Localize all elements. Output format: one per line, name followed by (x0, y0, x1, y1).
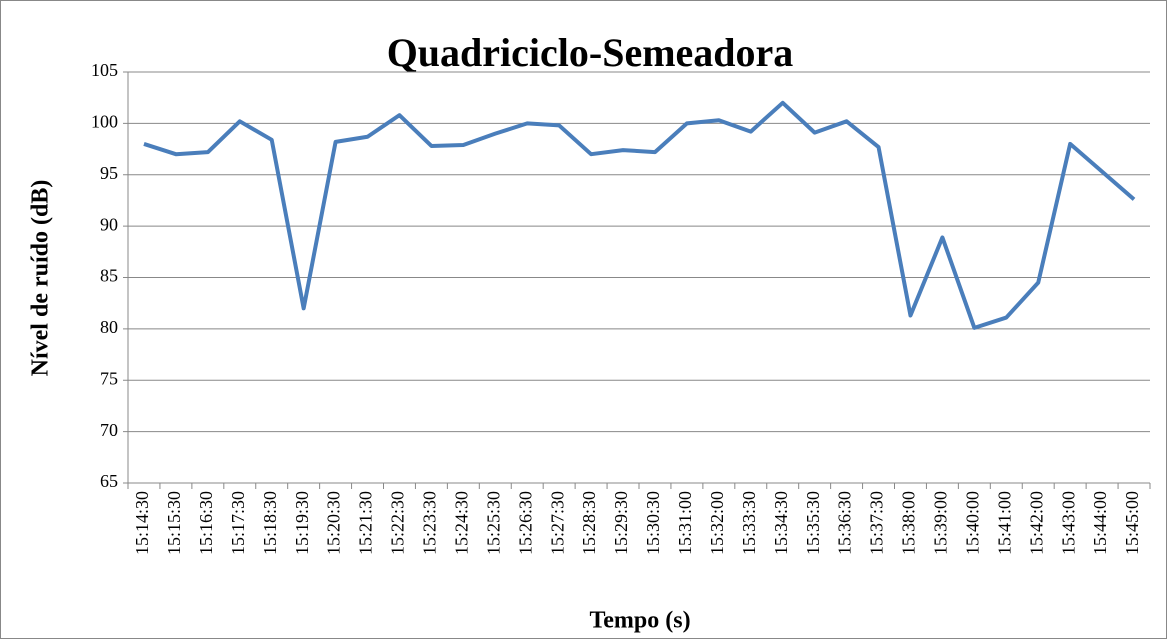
y-tick-label: 95 (100, 163, 118, 183)
y-tick-label: 80 (100, 317, 118, 337)
x-tick-label: 15:39:00 (931, 491, 951, 555)
x-tick-label: 15:40:00 (962, 491, 982, 555)
y-tick-label: 100 (91, 112, 118, 132)
x-axis-title: Tempo (s) (589, 608, 690, 634)
y-tick-label: 90 (100, 214, 118, 234)
x-tick-label: 15:36:30 (835, 491, 855, 555)
chart-title: Quadriciclo-Semeadora (387, 30, 794, 75)
x-tick-label: 15:35:30 (803, 491, 823, 555)
x-tick-label: 15:45:00 (1122, 491, 1142, 555)
x-tick-label: 15:14:30 (132, 491, 152, 555)
x-tick-label: 15:42:00 (1026, 491, 1046, 555)
x-tick-label: 15:17:30 (228, 491, 248, 555)
x-tick-label: 15:25:30 (483, 491, 503, 555)
x-tick-label: 15:37:30 (867, 491, 887, 555)
x-tick-label: 15:44:00 (1090, 491, 1110, 555)
y-axis-title: Nível de ruído (dB) (28, 180, 54, 377)
y-tick-label: 65 (100, 471, 118, 491)
x-tick-label: 15:27:30 (547, 491, 567, 555)
x-tick-label: 15:24:30 (451, 491, 471, 555)
x-tick-label: 15:28:30 (579, 491, 599, 555)
x-tick-label: 15:34:30 (771, 491, 791, 555)
x-tick-label: 15:32:00 (707, 491, 727, 555)
x-tick-label: 15:21:30 (356, 491, 376, 555)
x-tick-label: 15:20:30 (324, 491, 344, 555)
x-tick-label: 15:22:30 (388, 491, 408, 555)
x-tick-label: 15:30:30 (643, 491, 663, 555)
x-tick-label: 15:33:30 (739, 491, 759, 555)
y-tick-label: 105 (91, 60, 118, 80)
x-tick-label: 15:26:30 (515, 491, 535, 555)
y-tick-label: 75 (100, 368, 118, 388)
x-tick-label: 15:15:30 (164, 491, 184, 555)
x-tick-label: 15:41:00 (994, 491, 1014, 555)
x-tick-label: 15:16:30 (196, 491, 216, 555)
x-tick-label: 15:38:00 (899, 491, 919, 555)
y-tick-label: 85 (100, 266, 118, 286)
y-tick-label: 70 (100, 420, 118, 440)
data-line (143, 100, 1136, 330)
x-tick-label: 15:23:30 (420, 491, 440, 555)
x-tick-label: 15:29:30 (611, 491, 631, 555)
x-tick-label: 15:19:30 (292, 491, 312, 555)
x-tick-label: 15:31:00 (675, 491, 695, 555)
x-tick-label: 15:18:30 (260, 491, 280, 555)
x-tick-label: 15:43:00 (1058, 491, 1078, 555)
